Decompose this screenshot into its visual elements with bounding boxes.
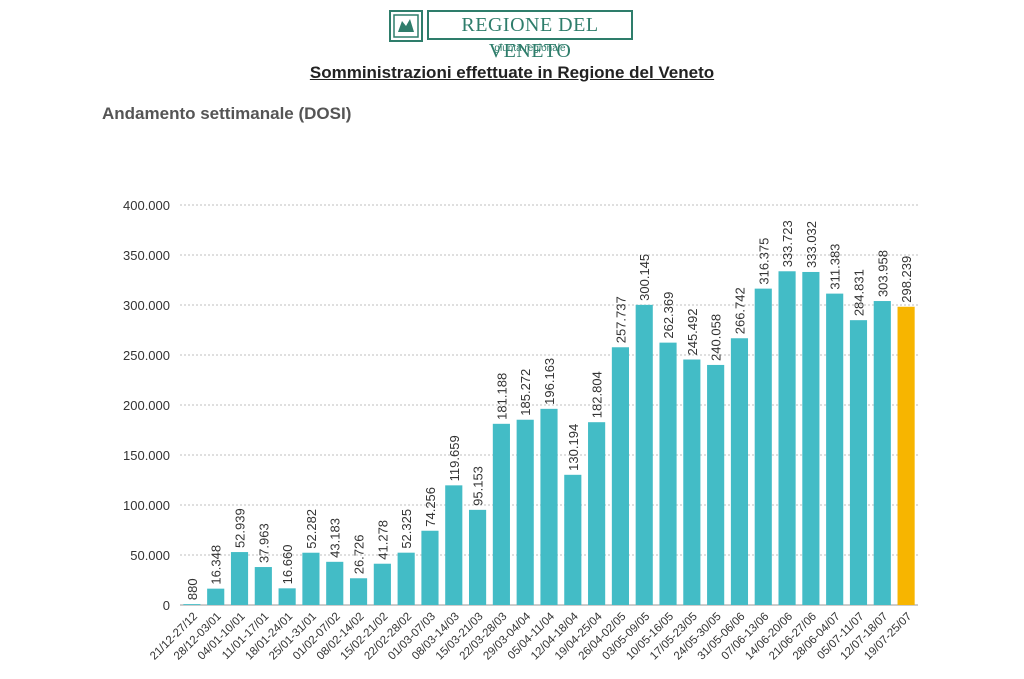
data-label: 880 [185, 578, 200, 600]
bar [230, 552, 249, 605]
data-label: 257.737 [613, 296, 628, 343]
y-tick-label: 250.000 [123, 348, 170, 363]
data-label: 41.278 [375, 520, 390, 560]
bar [826, 293, 844, 605]
bar [492, 423, 510, 605]
bar [278, 588, 296, 605]
regione-veneto-logo: REGIONE DEL VENETO giunta regionale [389, 10, 639, 62]
data-label: 37.963 [256, 523, 271, 563]
data-label: 95.153 [471, 466, 486, 506]
y-tick-label: 100.000 [123, 498, 170, 513]
data-label: 333.723 [780, 220, 795, 267]
data-label: 52.282 [304, 509, 319, 549]
bar [516, 419, 534, 605]
data-label: 300.145 [637, 254, 652, 301]
chart-title: Somministrazioni effettuate in Regione d… [309, 63, 715, 82]
bar [707, 364, 725, 605]
data-label: 181.188 [494, 373, 509, 420]
bar [873, 301, 891, 605]
bar [207, 588, 225, 605]
bar [326, 561, 344, 605]
data-label: 26.726 [352, 535, 367, 575]
bar [349, 578, 368, 605]
bar [849, 320, 868, 605]
data-label: 119.659 [447, 435, 462, 481]
y-tick-label: 0 [163, 598, 170, 613]
bar [254, 567, 272, 605]
data-label: 16.348 [209, 545, 224, 585]
logo-wordmark: REGIONE DEL VENETO [427, 10, 633, 62]
bar [564, 474, 582, 605]
bar [659, 342, 677, 605]
bar [588, 422, 606, 605]
bar [802, 271, 820, 605]
data-label: 333.032 [804, 221, 819, 268]
data-label: 52.939 [233, 508, 248, 548]
data-label: 130.194 [566, 424, 581, 471]
data-label: 196.163 [542, 358, 557, 405]
data-label: 316.375 [756, 238, 771, 285]
bar [897, 306, 915, 605]
bar [421, 530, 439, 605]
data-label: 311.383 [828, 244, 843, 290]
bar [611, 347, 629, 605]
bar [302, 552, 320, 605]
data-label: 298.239 [899, 256, 914, 303]
data-label: 284.831 [851, 269, 866, 316]
y-tick-label: 300.000 [123, 298, 170, 313]
logo-subtext: giunta regionale [494, 43, 566, 54]
y-tick-label: 200.000 [123, 398, 170, 413]
bar [469, 509, 487, 605]
bar [183, 604, 201, 605]
bar [445, 485, 463, 605]
data-label: 262.369 [661, 292, 676, 339]
y-tick-label: 400.000 [123, 198, 170, 213]
bar [730, 338, 749, 605]
data-label: 266.742 [732, 287, 747, 334]
bar [373, 563, 391, 605]
data-label: 182.804 [590, 371, 605, 418]
data-label: 303.958 [875, 250, 890, 297]
data-label: 185.272 [518, 369, 533, 416]
data-label: 74.256 [423, 487, 438, 527]
data-label: 240.058 [709, 314, 724, 361]
data-label: 245.492 [685, 309, 700, 356]
data-label: 16.660 [280, 545, 295, 585]
bar [778, 271, 796, 605]
y-tick-label: 150.000 [123, 448, 170, 463]
chart-subtitle: Andamento settimanale (DOSI) [102, 104, 352, 123]
bar [540, 408, 558, 605]
lion-emblem-icon [389, 10, 423, 42]
bar [754, 288, 772, 605]
y-tick-label: 350.000 [123, 248, 170, 263]
bar [683, 359, 701, 605]
data-label: 52.325 [399, 509, 414, 549]
data-label: 43.183 [328, 518, 343, 558]
y-tick-label: 50.000 [130, 548, 170, 563]
bar [635, 304, 653, 605]
bar [397, 552, 415, 605]
